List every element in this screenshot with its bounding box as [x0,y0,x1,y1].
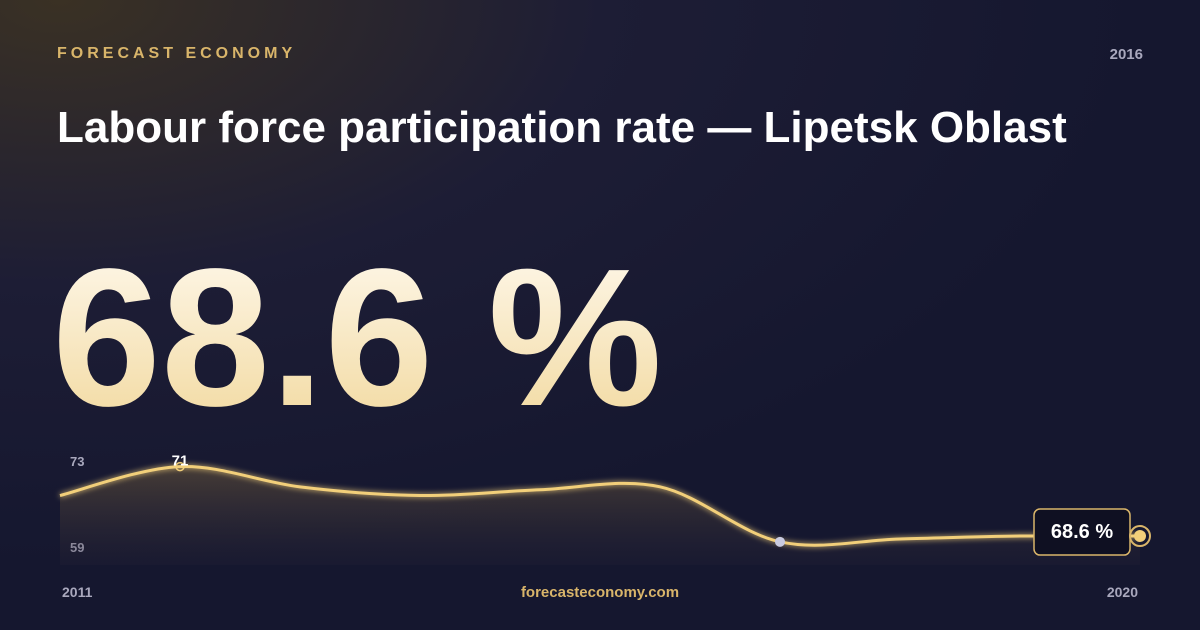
x-edge-label: 2011 [62,584,93,600]
x-edge-label: 2020 [1107,584,1138,600]
end-ring [1129,525,1151,548]
sparkline: 7359201120207168.6 % [59,453,1151,600]
max-label: 71 [172,453,189,470]
min-point [775,536,785,547]
brand: FORECAST ECONOMY [57,45,296,62]
max-point [175,461,185,472]
end-point [1134,530,1146,543]
title: Labour force participation rate — Lipets… [57,103,1067,152]
end-label: 68.6 % [1051,521,1113,543]
year: 2016 [1110,46,1143,63]
footer: forecasteconomy.com [521,584,679,601]
axis-label: 73 [70,454,84,469]
headline-value: 68.6 % [52,228,662,447]
line [59,465,1141,547]
